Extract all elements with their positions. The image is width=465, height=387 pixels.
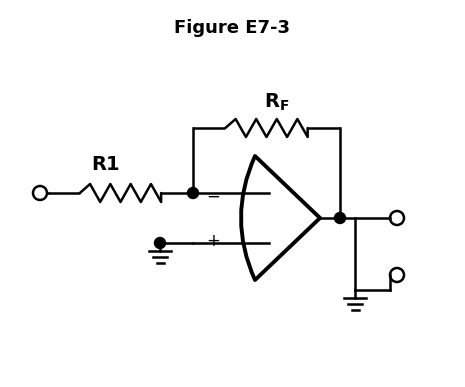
Circle shape — [154, 238, 166, 248]
Circle shape — [334, 212, 345, 224]
Circle shape — [187, 187, 199, 199]
Text: R1: R1 — [91, 156, 120, 175]
Text: $+$: $+$ — [206, 232, 220, 250]
Text: Figure E7-3: Figure E7-3 — [174, 19, 290, 37]
Text: $-$: $-$ — [206, 187, 220, 205]
Text: R$_\mathbf{F}$: R$_\mathbf{F}$ — [264, 91, 289, 113]
